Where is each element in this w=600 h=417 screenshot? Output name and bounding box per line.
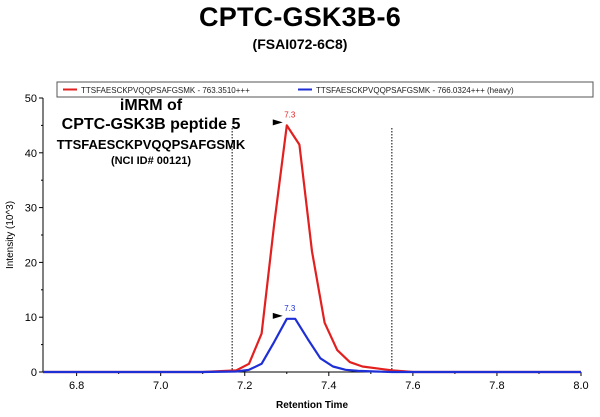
annotation-line-4: (NCI ID# 00121) xyxy=(110,155,192,167)
y-tick-label: 20 xyxy=(25,257,37,269)
annotation-line-1: iMRM of xyxy=(119,97,183,114)
x-tick-label: 7.6 xyxy=(405,380,420,392)
x-axis-label: Retention Time xyxy=(276,400,348,411)
y-tick-label: 50 xyxy=(25,93,37,105)
chart-subtitle: (FSAI072-6C8) xyxy=(252,36,348,52)
x-tick-label: 7.2 xyxy=(237,380,252,392)
legend-entry: TTSFAESCKPVQQPSAFGSMK - 763.3510+++ xyxy=(81,86,250,95)
y-tick-label: 0 xyxy=(31,367,37,379)
x-tick-label: 6.8 xyxy=(69,380,84,392)
y-tick-label: 10 xyxy=(25,312,37,324)
y-axis-label: Intensity (10^3) xyxy=(5,201,16,269)
peak-marker xyxy=(272,119,283,126)
x-tick-label: 7.4 xyxy=(321,380,336,392)
y-tick-label: 40 xyxy=(25,148,37,160)
series-line xyxy=(43,124,581,374)
x-tick-label: 7.0 xyxy=(153,380,168,392)
chart-title: CPTC-GSK3B-6 xyxy=(199,2,401,32)
peak-marker xyxy=(272,312,283,319)
legend-entry: TTSFAESCKPVQQPSAFGSMK - 766.0324+++ (hea… xyxy=(316,86,514,95)
y-tick-label: 30 xyxy=(25,203,37,215)
peak-label: 7.3 xyxy=(284,304,296,313)
series-line xyxy=(43,317,581,374)
legend-box xyxy=(56,81,594,98)
x-tick-label: 8.0 xyxy=(573,380,588,392)
peak-label: 7.3 xyxy=(284,110,296,119)
annotation-line-2: CPTC-GSK3B peptide 5 xyxy=(61,116,241,133)
annotation-line-3: TTSFAESCKPVQQPSAFGSMK xyxy=(56,137,246,152)
x-tick-label: 7.8 xyxy=(489,380,504,392)
